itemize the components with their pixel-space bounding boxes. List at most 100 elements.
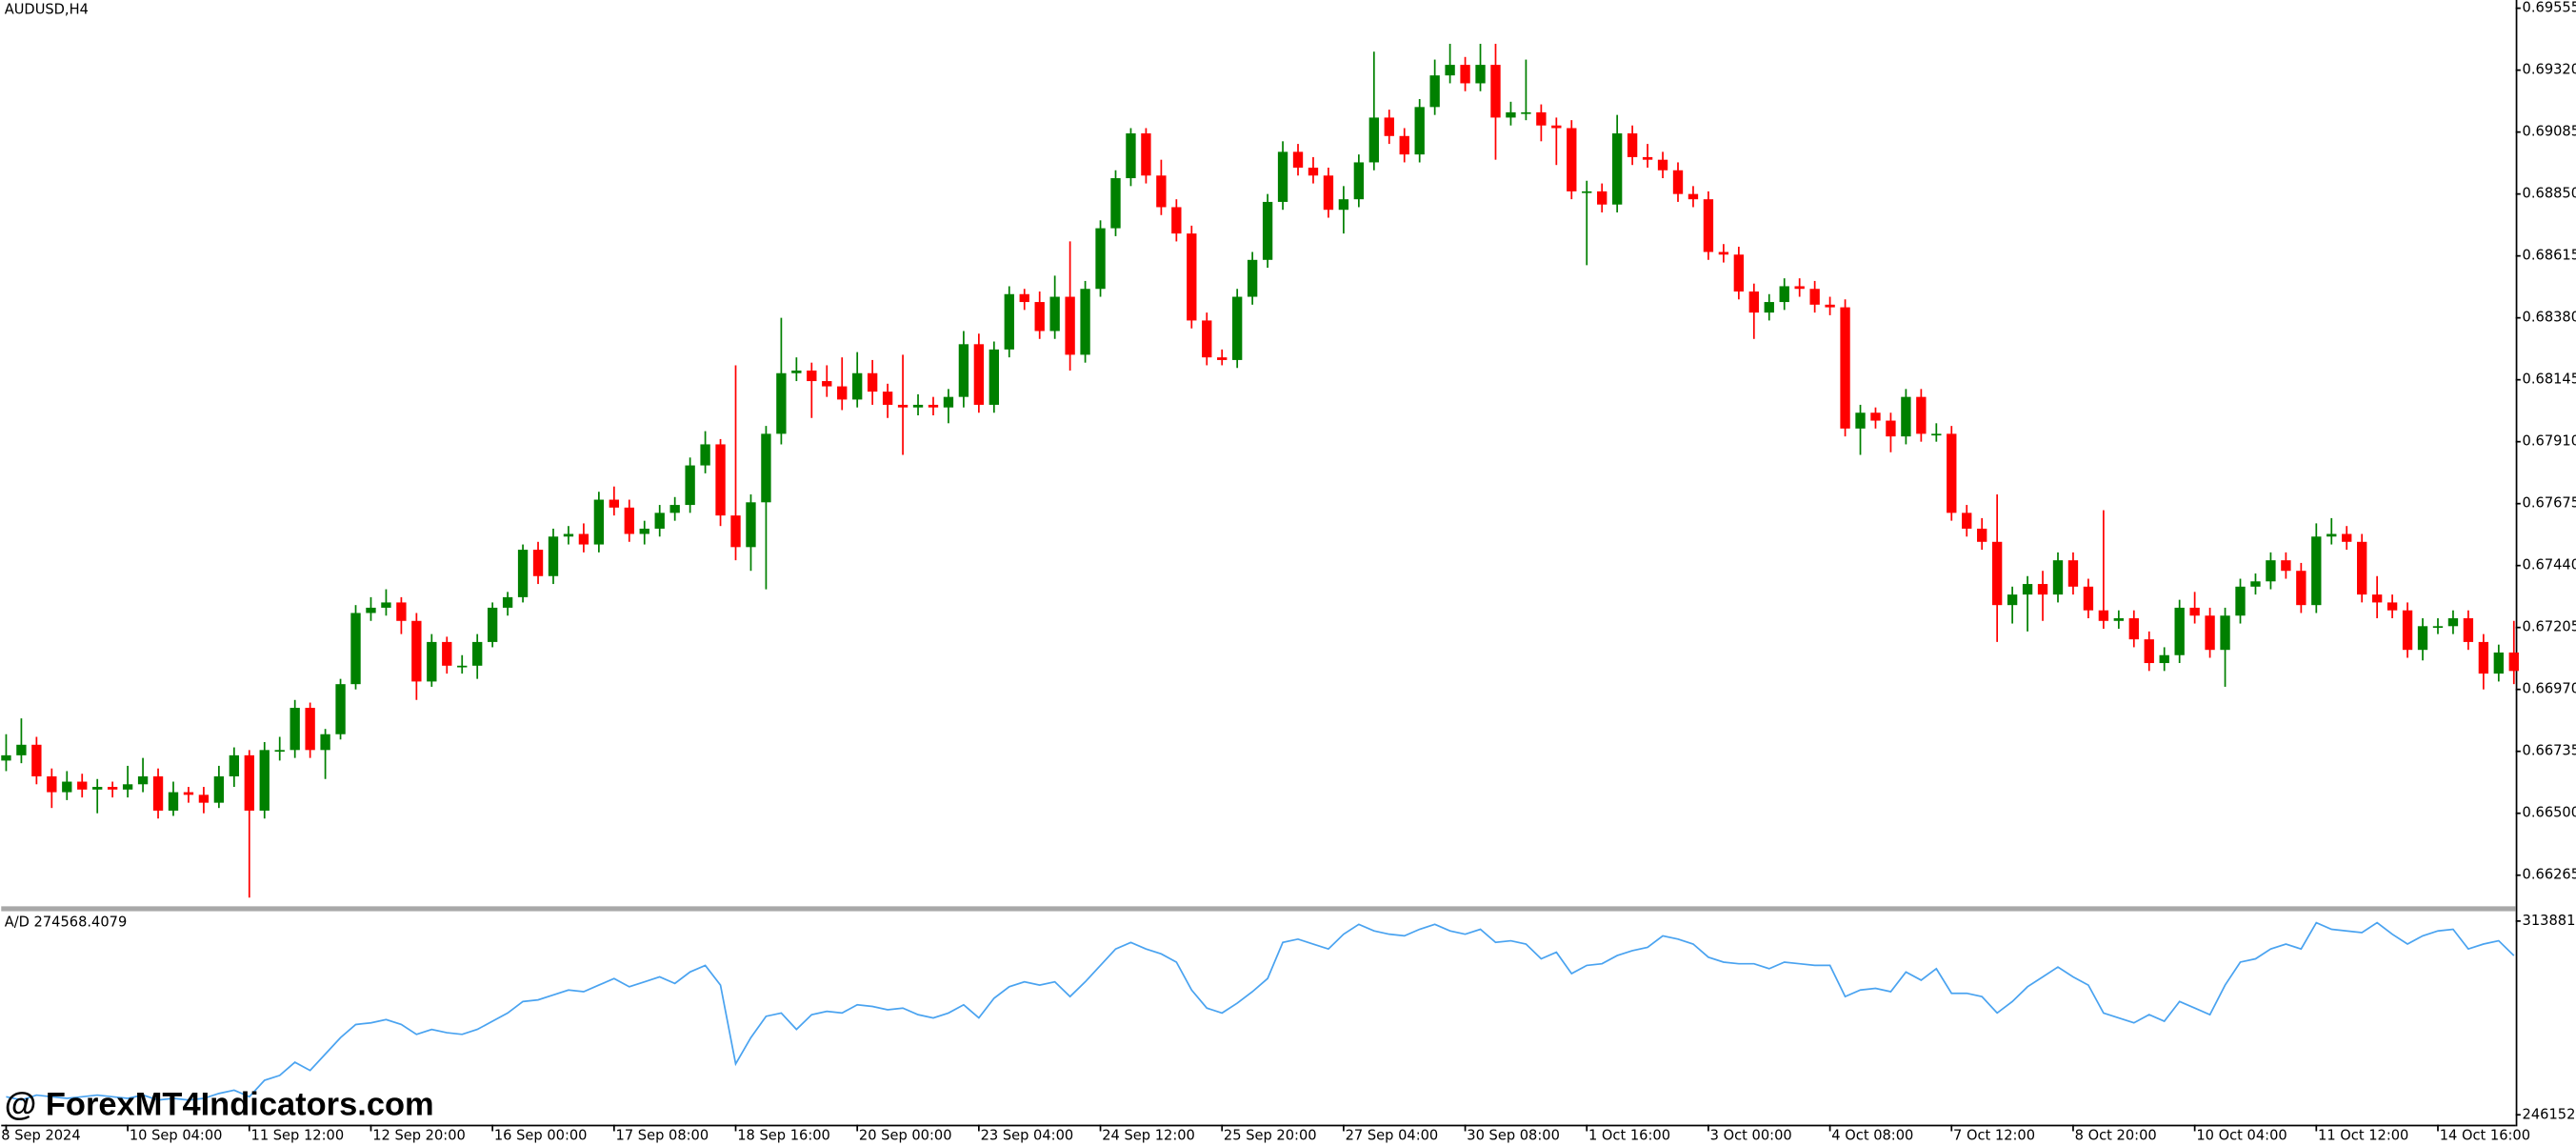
candle-body xyxy=(1004,293,1014,350)
y-tick-label: 313881.1 xyxy=(2523,913,2576,929)
candle-body xyxy=(1506,111,1516,118)
candle-body xyxy=(1764,302,1774,313)
candle-body xyxy=(912,404,924,408)
candle-body xyxy=(1825,304,1835,308)
y-tick-label: 0.66735 xyxy=(2523,743,2576,759)
candle-body xyxy=(47,775,57,793)
candle-body xyxy=(1977,528,1987,542)
candle-body xyxy=(2508,652,2519,672)
candle-body xyxy=(1353,162,1365,200)
x-tick-label: 20 Sep 00:00 xyxy=(859,1128,952,1144)
candle-body xyxy=(2220,615,2230,651)
candle-body xyxy=(988,349,999,405)
candle-body xyxy=(1991,541,2003,606)
candle-body xyxy=(2386,602,2398,611)
candle-body xyxy=(183,792,194,795)
candle-body xyxy=(2342,533,2352,542)
y-tick-label: 0.69555 xyxy=(2523,0,2576,16)
candle-body xyxy=(2144,639,2154,664)
candle-body xyxy=(2250,581,2261,587)
candle-body xyxy=(1870,412,1881,421)
candle-body xyxy=(168,792,179,811)
candle-body xyxy=(639,528,649,534)
candle-body xyxy=(532,550,544,576)
x-tick-label: 10 Sep 04:00 xyxy=(130,1128,223,1144)
x-tick-label: 18 Sep 16:00 xyxy=(737,1128,830,1144)
candle-body xyxy=(198,794,210,803)
x-tick-label: 24 Sep 12:00 xyxy=(1102,1128,1195,1144)
candle-body xyxy=(31,744,42,776)
candle-body xyxy=(16,744,27,755)
candle-body xyxy=(290,708,300,751)
x-tick-label: 8 Oct 20:00 xyxy=(2075,1128,2157,1144)
candle-body xyxy=(2296,571,2306,606)
candle-body xyxy=(152,775,164,811)
candle-body xyxy=(1156,175,1167,208)
candle-body xyxy=(669,505,680,513)
y-tick-label: 246152.4 xyxy=(2523,1106,2576,1122)
candle-body xyxy=(2083,586,2094,611)
y-tick-label: 0.68850 xyxy=(2523,186,2576,202)
candle-body xyxy=(2266,560,2276,582)
candle-body xyxy=(2052,560,2064,595)
candle-body xyxy=(1657,159,1668,171)
candle-body xyxy=(958,344,969,397)
candle-body xyxy=(1460,65,1470,84)
candle-body xyxy=(1779,286,1789,303)
candle-body xyxy=(1384,117,1394,136)
y-tick-label: 0.67675 xyxy=(2523,495,2576,512)
indicator-title: A/D 274568.4079 xyxy=(5,915,128,931)
candle-body xyxy=(822,381,832,387)
candle-body xyxy=(92,787,103,790)
candle-body xyxy=(229,754,240,776)
candle-body xyxy=(867,372,878,392)
candle-body xyxy=(1126,133,1136,179)
candle-body xyxy=(1931,433,1942,436)
x-tick-label: 17 Sep 08:00 xyxy=(616,1128,709,1144)
candle-body xyxy=(1672,170,1684,194)
x-tick-label: 30 Sep 08:00 xyxy=(1467,1128,1560,1144)
candle-body xyxy=(2371,594,2383,603)
candle-body xyxy=(381,602,391,608)
candle-body xyxy=(563,533,574,537)
y-tick-label: 0.69085 xyxy=(2523,124,2576,140)
candle-body xyxy=(2417,626,2428,651)
candle-body xyxy=(2113,618,2125,621)
candle-body xyxy=(1794,286,1805,290)
candle-body xyxy=(1338,199,1349,211)
candle-body xyxy=(2235,586,2246,616)
candle-body xyxy=(320,734,330,751)
candle-body xyxy=(1627,133,1638,157)
candle-body xyxy=(259,750,270,811)
candle-body xyxy=(1611,133,1623,205)
y-tick-label: 0.66500 xyxy=(2523,805,2576,821)
panel-separator xyxy=(1,906,2516,912)
candle-body xyxy=(1748,291,1759,313)
candle-body xyxy=(213,775,225,803)
x-tick-label: 8 Sep 2024 xyxy=(1,1128,80,1144)
candle-body xyxy=(487,607,498,642)
y-tick-label: 0.69320 xyxy=(2523,62,2576,78)
candle-body xyxy=(1582,191,1592,193)
candle-body xyxy=(2189,607,2200,616)
candle-body xyxy=(1809,289,1820,305)
candle-body xyxy=(1855,412,1866,429)
candle-body xyxy=(1187,233,1197,321)
candle-body xyxy=(2037,584,2048,595)
candle-body xyxy=(973,344,985,405)
candle-body xyxy=(2205,615,2215,651)
x-tick-label: 11 Oct 12:00 xyxy=(2318,1128,2408,1144)
x-tick-label: 12 Sep 20:00 xyxy=(372,1128,466,1144)
candle-body xyxy=(1277,151,1288,202)
candle-body xyxy=(335,684,346,734)
x-tick-label: 10 Oct 04:00 xyxy=(2196,1128,2286,1144)
candle-body xyxy=(2098,610,2109,621)
candle-body xyxy=(1292,151,1304,168)
watermark: @ ForexMT4Indicators.com xyxy=(5,1087,434,1123)
candle-body xyxy=(1567,128,1577,191)
candle-body xyxy=(2159,654,2169,664)
candle-body xyxy=(700,444,710,466)
candle-body xyxy=(1886,420,1896,437)
candle-body xyxy=(1080,289,1090,355)
candle-body xyxy=(350,613,361,685)
